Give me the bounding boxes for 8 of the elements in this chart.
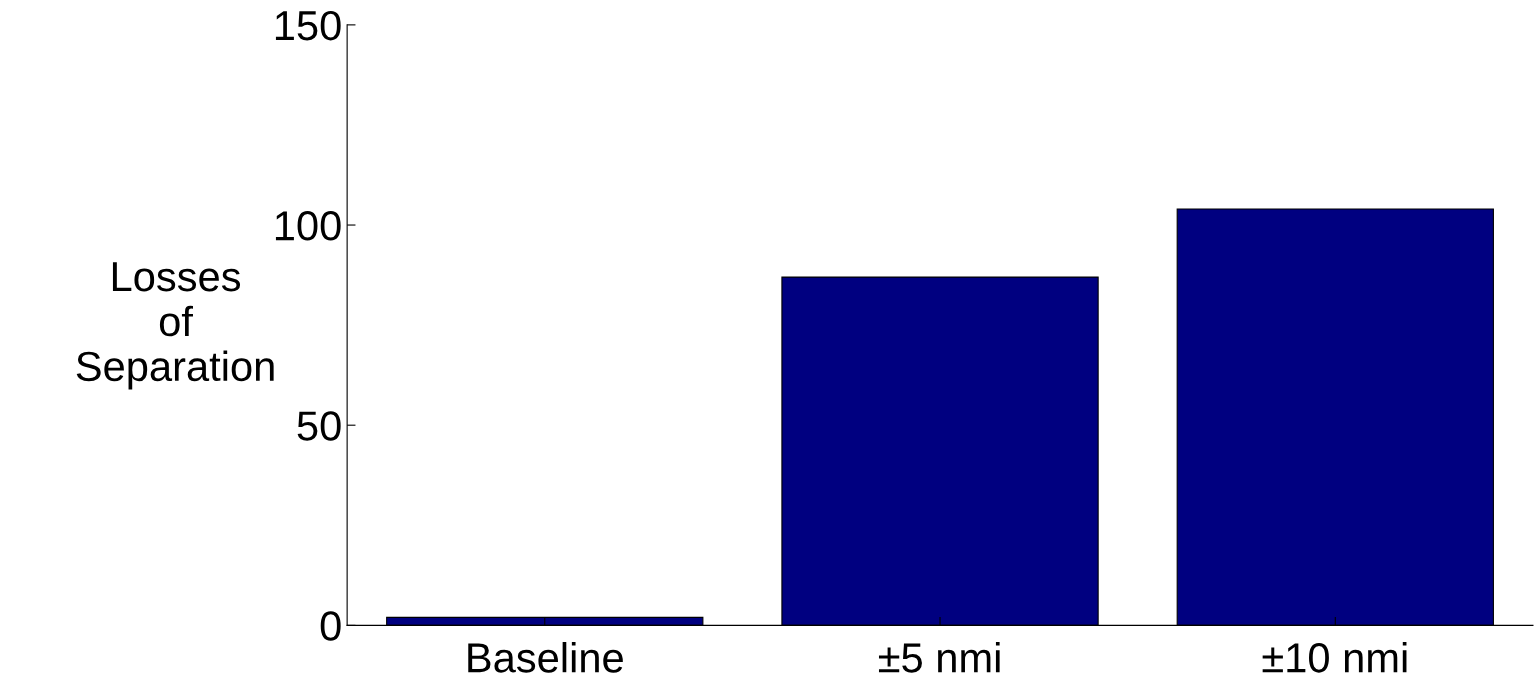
y-tick-label: 0 [320, 611, 341, 641]
x-tick-label: ±10 nmi [1262, 642, 1407, 673]
y-tick-label: 100 [275, 211, 341, 241]
x-tick-label: Baseline [468, 642, 623, 673]
y-tick-label: 150 [275, 10, 341, 41]
x-tick-label: ±5 nmi [878, 642, 1000, 673]
y-axis-title: Losses of Separation [76, 262, 274, 390]
y-tick-label: 50 [297, 411, 341, 441]
